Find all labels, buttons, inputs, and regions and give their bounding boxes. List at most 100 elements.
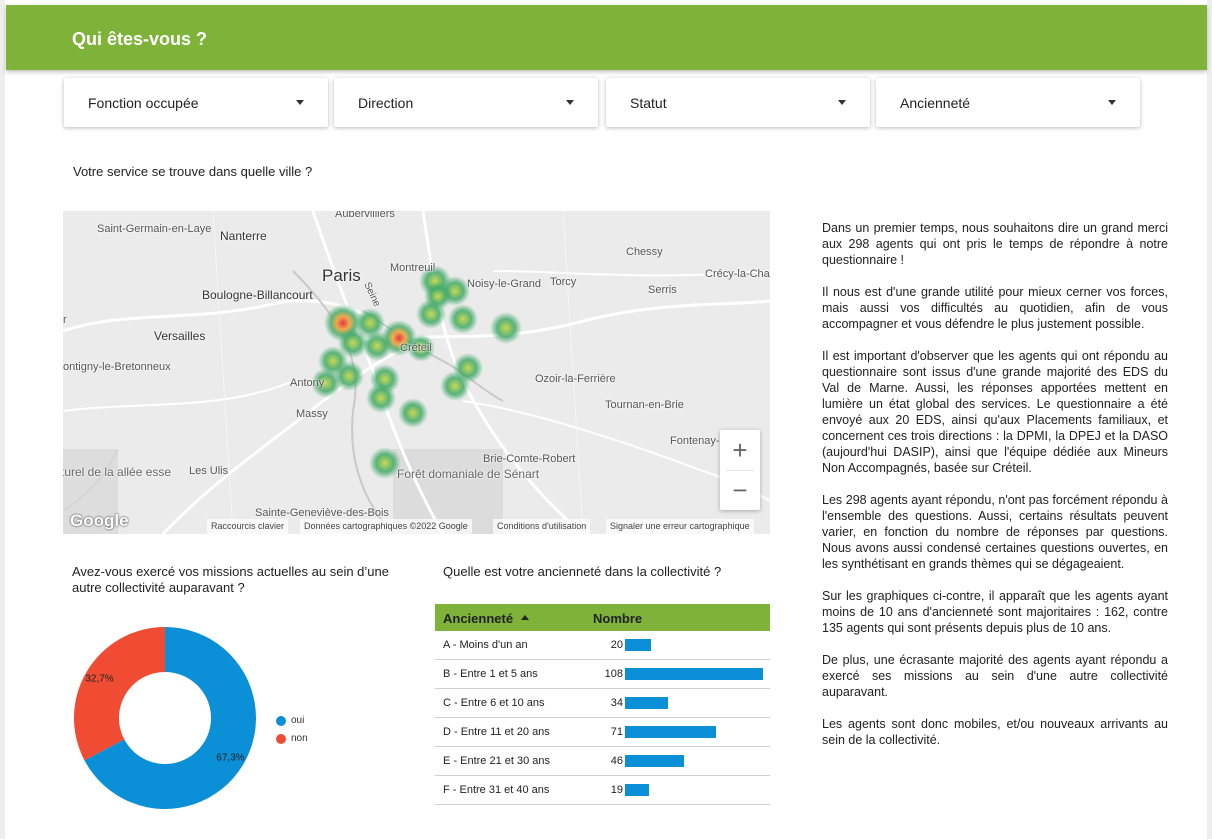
donut-slice-non[interactable] [74,627,165,761]
map-label: Versailles [154,329,206,343]
value-bar [625,755,684,767]
map-label: Chessy [626,246,663,258]
map-label: Boulogne-Billancourt [202,288,313,302]
zoom-controls: + − [720,430,760,510]
donut-chart: 67,3% 32,7% oui non [60,605,360,835]
value-cell: 20 [610,639,623,651]
terms-link[interactable]: Conditions d'utilisation [493,519,591,534]
category-cell: E - Entre 21 et 30 ans [443,755,551,767]
table-row[interactable]: B - Entre 1 et 5 ans 108 [435,660,770,689]
value-bar [625,668,763,680]
anciennete-table: Ancienneté Nombre A - Moins d'un an 20 B -… [435,604,770,805]
map-label: Montreuil [390,262,436,274]
value-cell: 19 [610,784,623,796]
dropdown-caret-icon [296,100,304,105]
value-bar [625,784,649,796]
category-cell: A - Moins d'un an [443,639,528,651]
summary-paragraph: Sur les graphiques ci-contre, il apparaî… [822,589,1168,635]
summary-paragraph: Il est important d'observer que les agen… [822,349,1168,475]
column-header-anciennete[interactable]: Ancienneté [443,611,514,626]
donut-question: Avez-vous exercé vos missions actuelles … [72,564,389,595]
table-body: A - Moins d'un an 20 B - Entre 1 et 5 ans 1… [435,631,770,805]
donut-label: 67,3% [216,753,244,764]
map-label: Saint-Germain-en-Laye [97,223,212,235]
map-data-attribution: Données cartographiques ©2022 Google [300,519,472,534]
table-row[interactable]: F - Entre 31 et 40 ans 19 [435,776,770,805]
filter-label: Ancienneté [900,95,971,111]
map-label: Forêt domaniale de Sénart [397,467,540,481]
map-label: Brie-Comte-Robert [483,453,576,465]
map-background [63,211,770,534]
donut-slice-oui[interactable] [84,627,256,809]
table-question: Quelle est votre ancienneté dans la coll… [443,564,722,579]
map-label: Fontenay- [670,435,720,447]
legend-label: non [291,733,308,744]
summary-paragraph: Dans un premier temps, nous souhaitons d… [822,221,1168,267]
category-cell: C - Entre 6 et 10 ans [443,697,545,709]
map-question: Votre service se trouve dans quelle vill… [73,164,313,179]
column-header-nombre[interactable]: Nombre [593,611,643,626]
value-bar [625,697,668,709]
value-cell: 34 [610,697,623,709]
table-row[interactable]: D - Entre 11 et 20 ans 71 [435,718,770,747]
filter-label: Statut [630,95,667,111]
map-label: Massy [296,408,328,420]
map-label: Crécy-la-Cha [705,268,770,280]
sort-ascending-icon[interactable] [521,615,529,620]
zoom-out-button[interactable]: − [732,475,748,505]
zoom-divider [726,470,754,471]
filter-fonction-occupee[interactable]: Fonction occupée [64,78,328,127]
page-header: Qui êtes-vous ? [6,5,1207,70]
summary-paragraph: Les 298 agents ayant répondu, n'ont pas … [822,493,1168,571]
map-label: Serris [648,284,677,296]
map-label: Antony [290,377,325,389]
page-title: Qui êtes-vous ? [72,29,208,49]
donut-svg: 67,3% 32,7% [74,627,256,809]
summary-paragraph: Il nous est d'une grande utilité pour mi… [822,285,1168,331]
category-cell: F - Entre 31 et 40 ans [443,784,550,796]
zoom-in-button[interactable]: + [732,435,748,465]
keyboard-shortcuts-link[interactable]: Raccourcis clavier [207,519,289,534]
legend-dot [276,734,286,744]
filter-label: Direction [358,95,414,111]
summary-paragraph: Les agents sont donc mobiles, et/ou nouv… [822,717,1168,747]
donut-label: 32,7% [85,673,113,684]
category-cell: D - Entre 11 et 20 ans [443,726,550,738]
filter-direction[interactable]: Direction [334,78,598,127]
dropdown-caret-icon [566,100,574,105]
value-cell: 46 [610,755,623,767]
table-row[interactable]: C - Entre 6 et 10 ans 34 [435,689,770,718]
category-cell: B - Entre 1 et 5 ans [443,668,538,680]
summary-text: Dans un premier temps, nous souhaitons d… [822,220,1168,764]
map-label: Sainte-Geneviève-des-Bois [255,507,389,519]
report-error-link[interactable]: Signaler une erreur cartographique [606,519,754,534]
map-label: Ozoir-la-Ferrière [535,373,616,385]
legend-dot [276,716,286,726]
heatmap-map[interactable]: Aubervilliers Saint-Germain-en-Laye Nant… [63,211,770,534]
map-label: Paris [322,266,361,285]
value-cell: 71 [610,726,623,738]
table-header: Ancienneté Nombre [435,604,770,631]
filter-anciennete[interactable]: Ancienneté [876,78,1140,127]
map-label: Aubervilliers [335,211,395,220]
map-label: Les Ulis [189,465,229,477]
value-bar [625,726,716,738]
legend-label: oui [291,715,305,726]
map-label: Nanterre [220,229,267,243]
dropdown-caret-icon [1108,100,1116,105]
table-row[interactable]: E - Entre 21 et 30 ans 46 [435,747,770,776]
filter-statut[interactable]: Statut [606,78,870,127]
map-label: Tournan-en-Brie [605,399,684,411]
map-label: r [63,314,67,326]
filter-label: Fonction occupée [88,95,199,111]
value-bar [625,639,651,651]
value-cell: 108 [604,668,623,680]
map-label: ontigny-le-Bretonneux [63,361,171,373]
google-logo: Google [70,511,129,530]
dropdown-caret-icon [838,100,846,105]
table-row[interactable]: A - Moins d'un an 20 [435,631,770,660]
map-label: Noisy-le-Grand [467,278,541,290]
map-label: Créteil [400,342,432,354]
